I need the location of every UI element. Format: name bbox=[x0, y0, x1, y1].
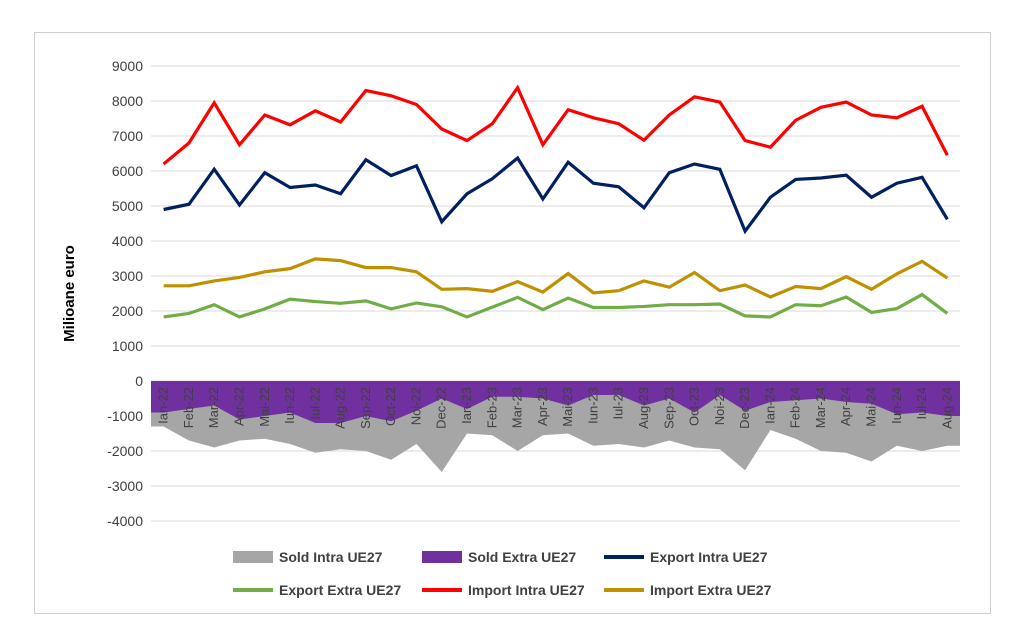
x-tick-label: Iun-22 bbox=[282, 387, 297, 424]
x-tick-label: Iun-24 bbox=[889, 387, 904, 424]
x-tick-label: Iul-23 bbox=[611, 387, 626, 420]
x-tick-label: Feb-22 bbox=[181, 387, 196, 428]
x-tick-label: Aug-23 bbox=[636, 387, 651, 429]
x-tick-label: Mar-23 bbox=[510, 387, 525, 428]
legend-swatch-sold-extra-ue27 bbox=[422, 551, 462, 563]
line-import-extra-ue27 bbox=[163, 257, 949, 299]
x-tick-label: Ian-24 bbox=[762, 387, 777, 424]
x-tick-label: Mai-22 bbox=[257, 387, 272, 427]
x-tick-label: Ian-22 bbox=[156, 387, 171, 424]
x-tick-label: Feb-24 bbox=[788, 387, 803, 428]
y-tick-label: 2000 bbox=[112, 303, 143, 319]
y-tick-label: 7000 bbox=[112, 128, 143, 144]
y-tick-label: 4000 bbox=[112, 233, 143, 249]
y-tick-label: -2000 bbox=[107, 443, 143, 459]
x-tick-label: Apr-22 bbox=[231, 387, 246, 426]
x-tick-label: Ian-23 bbox=[459, 387, 474, 424]
chart-svg: 9000 8000 7000 6000 5000 4000 3000 2000 1000 0 -10… bbox=[61, 58, 960, 598]
legend-label-import-extra-ue27: Import Extra UE27 bbox=[650, 582, 772, 598]
x-tick-label: Mai-24 bbox=[864, 387, 879, 427]
x-tick-label: Iul-24 bbox=[914, 387, 929, 420]
y-tick-label: 5000 bbox=[112, 198, 143, 214]
y-tick-label: 0 bbox=[135, 373, 143, 389]
chart-frame: 9000 8000 7000 6000 5000 4000 3000 2000 1000 0 -10… bbox=[34, 32, 991, 614]
legend-label-sold-extra-ue27: Sold Extra UE27 bbox=[468, 549, 576, 565]
legend-label-sold-intra-ue27: Sold Intra UE27 bbox=[279, 549, 383, 565]
x-tick-label: Feb-23 bbox=[484, 387, 499, 428]
legend-label-import-intra-ue27: Import Intra UE27 bbox=[468, 582, 585, 598]
x-tick-label: Oct-22 bbox=[383, 387, 398, 426]
x-tick-label: Aug-24 bbox=[939, 387, 954, 429]
x-tick-label: Oct-23 bbox=[687, 387, 702, 426]
x-tick-label: Dec-22 bbox=[434, 387, 449, 429]
x-tick-label: Mai-23 bbox=[560, 387, 575, 427]
y-tick-label: 9000 bbox=[112, 58, 143, 74]
x-tick-label: Aug-22 bbox=[333, 387, 348, 429]
x-tick-label: Dec-23 bbox=[737, 387, 752, 429]
legend-label-export-intra-ue27: Export Intra UE27 bbox=[650, 549, 768, 565]
x-tick-label: Iul-22 bbox=[307, 387, 322, 420]
x-tick-label: Sep-22 bbox=[358, 387, 373, 429]
y-tick-label: 1000 bbox=[112, 338, 143, 354]
x-tick-label: Mar-22 bbox=[206, 387, 221, 428]
line-export-intra-ue27 bbox=[163, 155, 949, 235]
x-tick-label: Apr-24 bbox=[838, 387, 853, 426]
x-tick-label: Noi-22 bbox=[408, 387, 423, 425]
line-export-extra-ue27 bbox=[163, 292, 949, 319]
y-axis-label: Milioane euro bbox=[61, 245, 78, 342]
x-tick-label: Noi-23 bbox=[712, 387, 727, 425]
y-tick-label: -4000 bbox=[107, 513, 143, 529]
x-tick-label: Sep-23 bbox=[661, 387, 676, 429]
y-tick-label: -1000 bbox=[107, 408, 143, 424]
legend-label-export-extra-ue27: Export Extra UE27 bbox=[279, 582, 401, 598]
line-import-intra-ue27 bbox=[162, 84, 949, 166]
y-tick-label: 3000 bbox=[112, 268, 143, 284]
x-tick-label: Iun-23 bbox=[585, 387, 600, 424]
area-sold-extra-ue27 bbox=[151, 381, 960, 423]
x-tick-label: Mar-24 bbox=[813, 387, 828, 428]
y-tick-label: -3000 bbox=[107, 478, 143, 494]
x-tick-label: Apr-23 bbox=[535, 387, 550, 426]
y-tick-label: 6000 bbox=[112, 163, 143, 179]
legend-swatch-sold-intra-ue27 bbox=[233, 551, 273, 563]
y-tick-label: 8000 bbox=[112, 93, 143, 109]
